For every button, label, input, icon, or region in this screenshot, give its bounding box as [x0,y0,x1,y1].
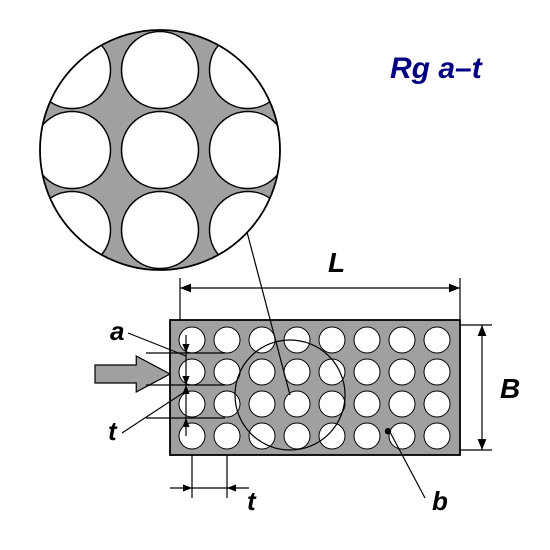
sheet-hole [249,359,275,385]
sheet-hole [284,359,310,385]
label-t1: t [108,416,118,446]
sheet-hole [284,423,310,449]
sheet-hole [354,327,380,353]
sheet-hole [179,359,205,385]
label-B: B [500,373,520,404]
sheet-hole [319,391,345,417]
sheet-hole [424,359,450,385]
sheet-hole [389,327,415,353]
sheet-hole [214,327,240,353]
sheet-hole [389,423,415,449]
sheet-hole [319,423,345,449]
label-t2: t [247,486,257,516]
sheet-hole [389,359,415,385]
sheet-hole [319,359,345,385]
label-b: b [432,486,448,516]
sheet-hole [424,391,450,417]
sheet-hole [179,327,205,353]
sheet-hole [249,327,275,353]
sheet-hole [354,423,380,449]
sheet-hole [249,391,275,417]
sheet-hole [179,391,205,417]
diagram-title: Rg a–t [390,52,484,85]
perforated-sheet [170,320,460,455]
direction-arrow [95,356,170,392]
magnifier-view [0,0,375,349]
sheet-hole [214,423,240,449]
sheet-hole [424,327,450,353]
sheet-hole [389,391,415,417]
sheet-hole [284,391,310,417]
label-a: a [110,316,124,346]
label-L: L [328,247,345,278]
sheet-hole [354,359,380,385]
sheet-hole [354,391,380,417]
sheet-hole [319,327,345,353]
sheet-hole [424,423,450,449]
sheet-hole [214,359,240,385]
